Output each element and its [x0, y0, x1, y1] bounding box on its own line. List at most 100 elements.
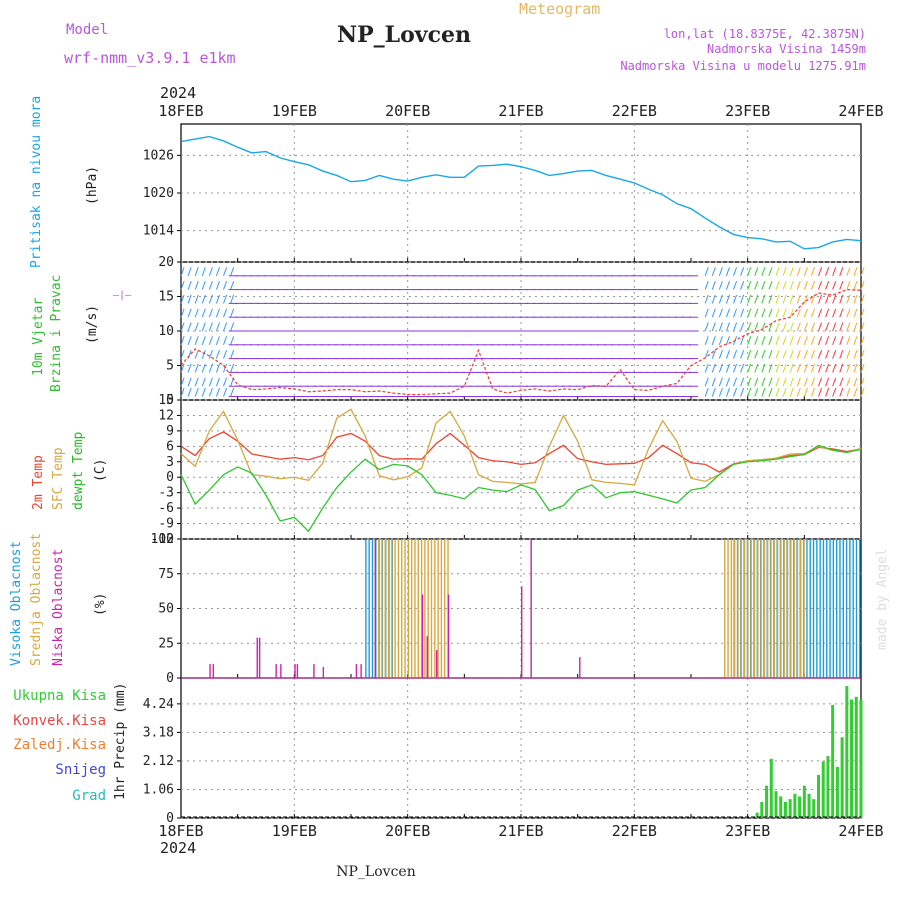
cloud-bar — [829, 539, 831, 678]
y-tick-label: 12 — [158, 408, 174, 423]
wind-arrow — [782, 294, 787, 304]
x-tick-label-top: 22FEB — [612, 102, 657, 120]
wind-arrow — [768, 363, 773, 373]
wind-arrow — [782, 308, 787, 318]
wind-arrow — [782, 336, 787, 345]
wind-arrow — [775, 349, 780, 359]
cloud-bar — [322, 666, 325, 678]
wind-arrow — [215, 336, 220, 345]
wind-arrow — [832, 336, 837, 345]
wind-arrow — [825, 294, 830, 304]
temp-label-dewpt: dewpt Temp — [71, 432, 86, 510]
precip-bar — [779, 796, 783, 818]
x-tick-label-bottom: 22FEB — [612, 822, 657, 840]
cloud-bar — [819, 539, 821, 678]
wind-arrow — [839, 363, 844, 373]
wind-arrow — [201, 294, 206, 304]
y-tick-label: 3.18 — [143, 725, 174, 740]
precip-bar — [793, 793, 797, 818]
wind-arrow — [832, 349, 837, 359]
wind-arrow — [796, 349, 801, 359]
wind-arrow — [208, 363, 213, 373]
wind-arrow — [733, 363, 738, 373]
plot-area: 10141020102605101520-12-9-6-303691215025… — [113, 102, 884, 840]
precip-bar — [831, 704, 835, 818]
wind-arrow — [725, 377, 730, 387]
x-tick-label-top: 18FEB — [158, 102, 203, 120]
wind-arrow — [796, 322, 801, 332]
wind-arrow — [215, 387, 220, 397]
wind-arrow — [846, 322, 851, 332]
precip-legend-graupel: Grad — [72, 788, 106, 804]
wind-arrow — [775, 387, 780, 397]
wind-arrow — [810, 322, 815, 332]
wind-arrow — [718, 322, 723, 332]
cloud-bar — [368, 539, 370, 678]
cloud-bar — [730, 539, 733, 678]
wind-arrow — [775, 294, 780, 304]
y-tick-label: 0 — [166, 671, 174, 686]
wind-arrow — [825, 349, 830, 359]
wind-arrow — [839, 322, 844, 332]
precip-legend-total: Ukupna Kisa — [13, 688, 106, 704]
cloud-bar — [753, 539, 756, 678]
cloud-bar — [832, 539, 835, 678]
wind-arrow — [208, 377, 213, 387]
precip-axis-label: 1hr Precip (mm) — [113, 683, 128, 800]
wind-arrow — [818, 294, 823, 304]
wind-arrow — [768, 377, 773, 387]
wind-arrow — [215, 267, 220, 276]
y-tick-label: 75 — [158, 567, 174, 582]
wind-arrow — [818, 377, 823, 387]
wind-arrow — [825, 363, 830, 373]
wind-arrow — [733, 322, 738, 332]
wind-arrow — [839, 387, 844, 397]
precip-bar — [807, 793, 811, 818]
precip-bar — [802, 785, 806, 818]
wind-arrow — [796, 294, 801, 304]
wind-arrow — [803, 387, 808, 397]
wind-arrow — [789, 294, 794, 304]
wind-arrow — [782, 377, 787, 387]
y-tick-label: 50 — [158, 602, 174, 617]
cloud-bar — [776, 539, 779, 678]
cloud-bar — [355, 664, 358, 678]
x-tick-label-top: 21FEB — [498, 102, 543, 120]
wind-arrow — [223, 308, 228, 318]
wind-arrow — [733, 267, 738, 276]
wind-label-2: Brzina i Pravac — [49, 275, 64, 392]
wind-arrow — [704, 377, 709, 387]
wind-arrow — [796, 336, 801, 345]
wind-arrow — [711, 387, 716, 397]
wind-arrow — [782, 363, 787, 373]
wind-arrow — [740, 363, 745, 373]
cloud-bar — [786, 539, 789, 678]
wind-arrow — [860, 280, 865, 290]
cloud-bar — [849, 539, 851, 678]
cloud-bar — [826, 539, 828, 678]
cloud-bar — [394, 539, 396, 678]
wind-arrow — [825, 336, 830, 345]
wind-arrow — [704, 267, 709, 276]
wind-arrow — [860, 294, 865, 304]
wind-label-1: 10m Vjetar — [31, 298, 46, 376]
precip-bar — [798, 796, 802, 818]
wind-arrow — [733, 349, 738, 359]
y-tick-label: 1026 — [143, 148, 174, 163]
wind-arrow — [860, 387, 865, 397]
cloud-bar — [377, 539, 380, 678]
wind-arrow — [194, 308, 199, 318]
precip-bar — [840, 737, 844, 818]
wind-arrow — [740, 280, 745, 290]
wind-arrow — [825, 377, 830, 387]
wind-arrow — [747, 336, 752, 345]
cloud-bar — [521, 586, 523, 678]
cloud-bar — [806, 539, 808, 678]
wind-arrow — [832, 267, 837, 276]
precip-bar — [812, 799, 816, 818]
wind-arrow — [775, 308, 780, 318]
wind-arrow — [747, 349, 752, 359]
wind-arrow — [725, 387, 730, 397]
y-tick-label: -6 — [158, 501, 174, 516]
precip-bar — [788, 799, 792, 818]
